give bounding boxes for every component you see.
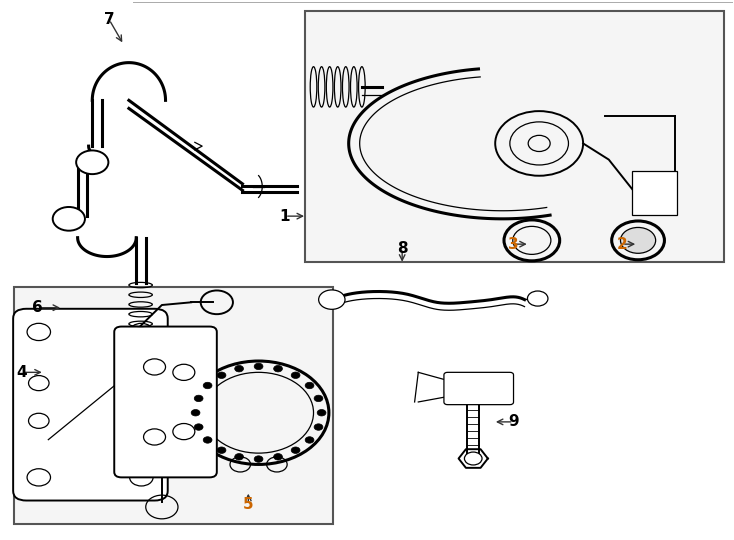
Circle shape bbox=[291, 372, 300, 379]
FancyBboxPatch shape bbox=[305, 11, 724, 262]
Text: 2: 2 bbox=[617, 237, 628, 252]
Circle shape bbox=[29, 375, 49, 390]
Circle shape bbox=[254, 363, 263, 370]
Circle shape bbox=[27, 469, 51, 486]
Circle shape bbox=[191, 409, 200, 416]
Circle shape bbox=[305, 382, 314, 389]
Circle shape bbox=[53, 207, 85, 231]
FancyBboxPatch shape bbox=[632, 171, 677, 215]
Circle shape bbox=[203, 437, 212, 443]
Text: 9: 9 bbox=[508, 414, 519, 429]
Circle shape bbox=[27, 323, 51, 341]
Circle shape bbox=[130, 469, 153, 486]
Circle shape bbox=[195, 395, 203, 402]
Circle shape bbox=[314, 395, 323, 402]
Circle shape bbox=[305, 437, 314, 443]
Circle shape bbox=[291, 447, 300, 454]
Text: 4: 4 bbox=[16, 365, 26, 380]
Text: 7: 7 bbox=[103, 12, 115, 27]
Circle shape bbox=[235, 454, 244, 460]
Circle shape bbox=[274, 366, 283, 372]
Circle shape bbox=[317, 409, 326, 416]
Circle shape bbox=[217, 447, 226, 454]
Text: 8: 8 bbox=[397, 241, 407, 256]
Circle shape bbox=[217, 372, 226, 379]
Circle shape bbox=[528, 291, 548, 306]
Text: 1: 1 bbox=[280, 208, 290, 224]
Circle shape bbox=[76, 151, 109, 174]
Circle shape bbox=[195, 424, 203, 430]
Circle shape bbox=[620, 227, 655, 253]
Circle shape bbox=[314, 424, 323, 430]
FancyBboxPatch shape bbox=[13, 309, 168, 501]
Text: 6: 6 bbox=[32, 300, 43, 315]
Circle shape bbox=[274, 454, 283, 460]
Circle shape bbox=[130, 323, 153, 341]
FancyBboxPatch shape bbox=[444, 373, 514, 404]
Text: 5: 5 bbox=[243, 497, 254, 512]
Text: 3: 3 bbox=[508, 237, 519, 252]
FancyBboxPatch shape bbox=[14, 287, 333, 524]
Circle shape bbox=[144, 359, 166, 375]
Circle shape bbox=[235, 366, 244, 372]
Circle shape bbox=[203, 382, 212, 389]
Circle shape bbox=[29, 413, 49, 428]
Circle shape bbox=[254, 456, 263, 462]
Circle shape bbox=[173, 364, 195, 380]
Circle shape bbox=[144, 429, 166, 445]
FancyBboxPatch shape bbox=[115, 327, 217, 477]
Circle shape bbox=[319, 290, 345, 309]
Circle shape bbox=[173, 423, 195, 440]
Circle shape bbox=[465, 452, 482, 465]
